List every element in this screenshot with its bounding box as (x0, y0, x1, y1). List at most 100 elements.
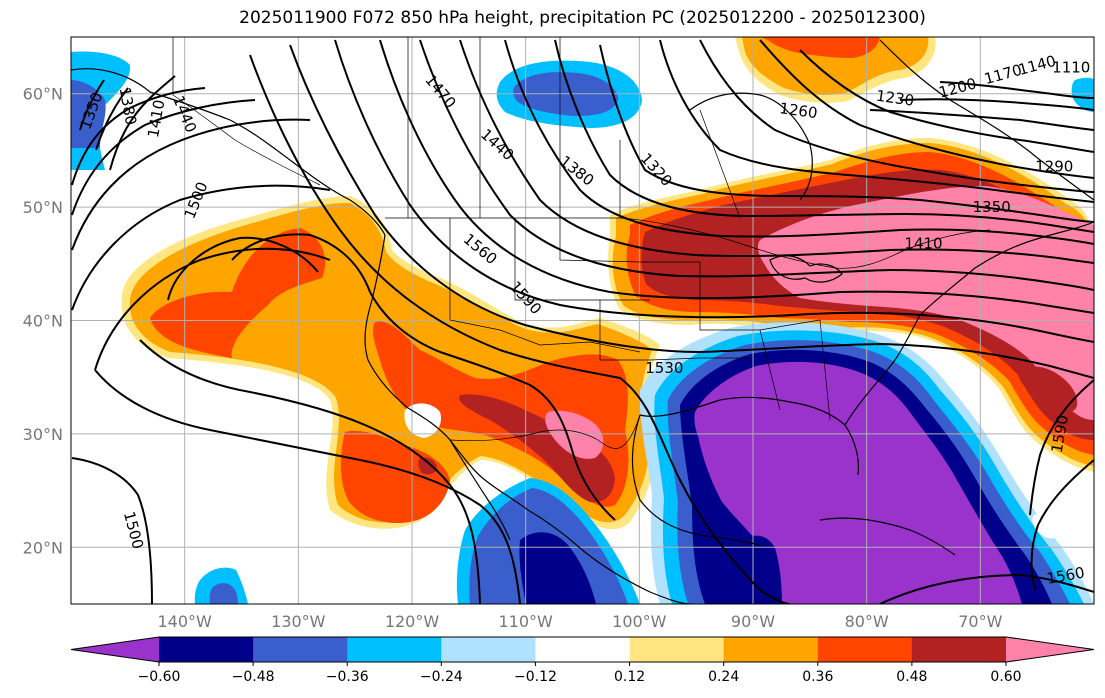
colorbar-label: −0.60 (138, 669, 181, 685)
lon-tick-label: 120°W (385, 612, 440, 631)
contour-1560-sw (94, 369, 521, 604)
pos-region-mexico-pink (545, 410, 604, 459)
colorbar-label: 0.24 (708, 669, 739, 685)
contour-1590-ridge (231, 233, 616, 521)
pos-region-east-pink-hole (1018, 366, 1078, 412)
colorbar-label: 0.60 (990, 669, 1021, 685)
colorbar-segment (911, 637, 1007, 662)
lat-tick-label: 50°N (23, 198, 63, 217)
contour-1380 (504, 39, 1094, 245)
neg-region-ne-cyan (1071, 77, 1094, 112)
colorbar-segment (817, 637, 913, 662)
lat-tick-label: 40°N (23, 312, 63, 331)
lat-tick-label: 20°N (23, 538, 63, 557)
contour-label-text: 1230 (875, 87, 915, 110)
pos-region-north-red (760, 37, 880, 58)
contour-label-text: 1350 (973, 198, 1011, 216)
lon-tick-label: 90°W (731, 612, 775, 631)
contour-1500-sw (71, 457, 153, 604)
lon-tick-label: 130°W (271, 612, 326, 631)
map-title: 2025011900 F072 850 hPa height, precipit… (239, 8, 926, 28)
colorbar-label: 0.36 (802, 669, 833, 685)
border-state-1 (449, 218, 641, 353)
contour-label: 1110 (1052, 59, 1090, 77)
pos-region-west-red (150, 228, 326, 358)
neg-region-se-purple (694, 361, 1022, 604)
neg-region-gulf-blue (71, 80, 106, 148)
coastline-gulf (639, 396, 860, 476)
height-contours (71, 39, 1094, 604)
contour-1560-east (1030, 459, 1094, 591)
border-state-2 (514, 218, 650, 301)
border-province-2 (619, 109, 741, 219)
contour-1470 (379, 39, 1094, 314)
colorbar-segment (723, 637, 819, 662)
contour-1350-west (79, 79, 105, 131)
colorbar-segment (441, 637, 536, 662)
contour-1530-sw (139, 339, 481, 604)
contour-label: 1260 (778, 99, 818, 122)
lat-tick-label: 30°N (23, 425, 63, 444)
colorbar-label: 0.12 (614, 669, 645, 685)
contour-1380-west (95, 87, 129, 151)
contour-1260 (699, 39, 1094, 193)
lon-tick-label: 140°W (157, 612, 212, 631)
colorbar-label: −0.36 (326, 669, 369, 685)
colorbar-extend-max (1006, 637, 1094, 662)
great-lakes (769, 255, 843, 283)
contour-1440-east (419, 39, 1094, 291)
colorbar-segment (253, 637, 348, 662)
contour-1560-west (94, 247, 331, 371)
colorbar-segment (159, 637, 254, 662)
border-province-1 (407, 37, 561, 218)
coastline-labrador (879, 39, 1094, 201)
longitude-labels: 140°W 130°W 120°W 110°W 100°W 90°W 80°W 70°W (157, 612, 1002, 631)
contour-1290 (659, 39, 1094, 203)
pos-region-spot (418, 457, 437, 475)
lon-tick-label: 100°W (612, 612, 667, 631)
contour-1590-inner (167, 236, 319, 301)
map-frame (70, 36, 1095, 605)
neg-region-sw-small-blue (209, 583, 238, 604)
contour-1170 (869, 109, 1094, 131)
contour-1560 (249, 54, 791, 604)
colorbar-label: 0.48 (896, 669, 927, 685)
colorbar: −0.60 −0.48 −0.36 −0.24 −0.12 0.12 0.24 0.36 0.4… (70, 636, 1095, 685)
border-us-mexico (449, 414, 641, 449)
coastline-cuba (819, 517, 956, 556)
contour-label: 1530 (645, 359, 683, 377)
contour-label-text: 1290 (1035, 157, 1073, 175)
contour-1530-west (71, 184, 331, 311)
contour-label-text: 1260 (778, 99, 818, 122)
contour-1200 (799, 49, 1094, 153)
contour-label: 1290 (1035, 157, 1073, 175)
border-state-4 (599, 300, 750, 361)
coastline-mexico-pacific (527, 509, 691, 604)
contour-1530 (289, 44, 1094, 379)
border-alaska-canada (172, 37, 321, 186)
pos-region-sw-red (340, 430, 450, 524)
pos-region-east-pink (757, 186, 1094, 420)
coastline-alaska (71, 68, 386, 236)
contour-label-text: 1110 (1052, 59, 1090, 77)
lat-tick-label: 60°N (23, 85, 63, 104)
pos-region-north-orange (742, 37, 929, 95)
coastline-baja (449, 439, 511, 541)
contour-1230 (759, 39, 1094, 179)
contour-1440-west (71, 87, 206, 186)
contour-1320 (599, 44, 1094, 223)
colorbar-label: −0.48 (232, 669, 275, 685)
contour-1110 (939, 81, 1094, 99)
contour-label: 1230 (875, 87, 915, 110)
pos-region-mexico-darkred (459, 394, 615, 503)
contour-label-text: 1410 (904, 234, 942, 252)
border-state-6 (759, 319, 831, 421)
lon-tick-label: 70°W (958, 612, 1002, 631)
border-state-3 (559, 218, 700, 263)
contour-1410-west (109, 75, 176, 171)
colorbar-extend-min (71, 637, 159, 662)
contour-1500-east (334, 39, 1094, 343)
contour-1470-west (71, 99, 256, 216)
border-us-canada (385, 217, 991, 269)
